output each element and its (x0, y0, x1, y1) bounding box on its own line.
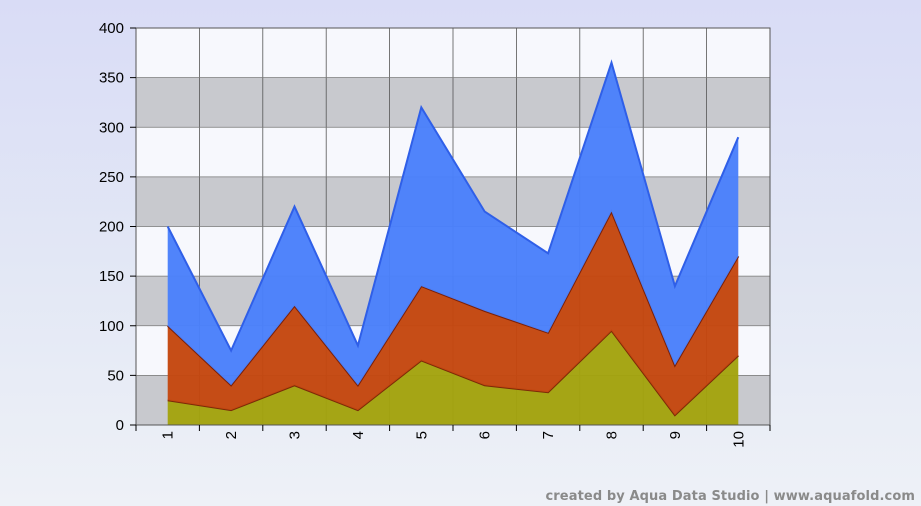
y-tick-label: 300 (99, 119, 124, 136)
x-tick-label: 9 (667, 431, 684, 439)
series-2-area (167, 211, 739, 416)
x-tick-label: 2 (223, 431, 240, 439)
y-tick-label: 50 (107, 367, 124, 384)
x-tick-label: 4 (350, 431, 367, 439)
series-3-area (167, 62, 739, 386)
y-tick-label: 250 (99, 169, 124, 186)
y-tick-label: 200 (99, 219, 124, 236)
series-1-area (167, 330, 739, 425)
x-tick-label: 6 (477, 431, 494, 439)
x-tick-label: 3 (287, 431, 304, 439)
y-tick-label: 350 (99, 70, 124, 87)
x-tick-label: 7 (540, 431, 557, 439)
y-tick-label: 150 (99, 268, 124, 285)
series-3-line (166, 59, 740, 353)
y-tick-label: 400 (99, 20, 124, 37)
x-tick-label: 10 (730, 431, 747, 448)
x-tick-label: 8 (604, 431, 621, 439)
x-tick-label: 1 (160, 431, 177, 439)
x-tick-label: 5 (413, 431, 430, 439)
y-tick-label: 0 (116, 417, 124, 434)
credit-text: created by Aqua Data Studio | www.aquafo… (545, 489, 915, 504)
y-tick-label: 100 (99, 318, 124, 335)
